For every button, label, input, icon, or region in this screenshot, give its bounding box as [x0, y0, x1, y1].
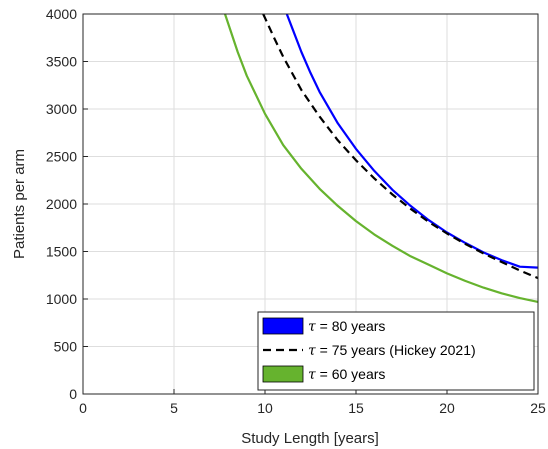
x-axis-label: Study Length [years] — [241, 430, 379, 447]
legend-label-2: τ = 60 years — [308, 366, 385, 383]
legend-swatch-0 — [262, 317, 304, 335]
legend-label-1: τ = 75 years (Hickey 2021) — [308, 342, 476, 359]
y-tick-label: 3500 — [46, 54, 77, 70]
x-tick-label: 25 — [530, 400, 546, 416]
series-line-0 — [285, 13, 539, 269]
y-tick-labels: 0 500 1000 1500 2000 2500 3000 3500 4000 — [46, 6, 77, 402]
legend-tau-symbol: τ — [308, 343, 316, 359]
y-tick-label: 3000 — [46, 101, 77, 117]
legend-box — [257, 311, 535, 391]
legend-swatch-2 — [262, 365, 304, 383]
legend-text: = 80 years — [316, 318, 386, 334]
x-tick-label: 0 — [79, 400, 87, 416]
legend-text: = 60 years — [316, 366, 386, 382]
y-tick-label: 1500 — [46, 244, 77, 260]
x-tick-label: 10 — [257, 400, 273, 416]
series-line-2 — [223, 13, 539, 303]
legend-tau-symbol: τ — [308, 319, 316, 335]
x-tick-label: 20 — [439, 400, 455, 416]
legend-label-0: τ = 80 years — [308, 318, 385, 335]
y-tick-label: 4000 — [46, 6, 77, 22]
y-tick-label: 1000 — [46, 291, 77, 307]
x-tick-labels: 0 5 10 15 20 25 — [79, 400, 546, 416]
series-line-1 — [262, 13, 539, 280]
y-tick-label: 500 — [54, 339, 78, 355]
y-tick-label: 2500 — [46, 149, 77, 165]
x-tick-label: 5 — [170, 400, 178, 416]
x-tick-label: 15 — [348, 400, 364, 416]
legend-tau-symbol: τ — [308, 367, 316, 383]
series-layer — [223, 13, 539, 303]
legend-text: = 75 years (Hickey 2021) — [316, 342, 476, 358]
y-axis-label: Patients per arm — [11, 149, 28, 259]
y-tick-label: 2000 — [46, 196, 77, 212]
y-tick-label: 0 — [69, 386, 77, 402]
